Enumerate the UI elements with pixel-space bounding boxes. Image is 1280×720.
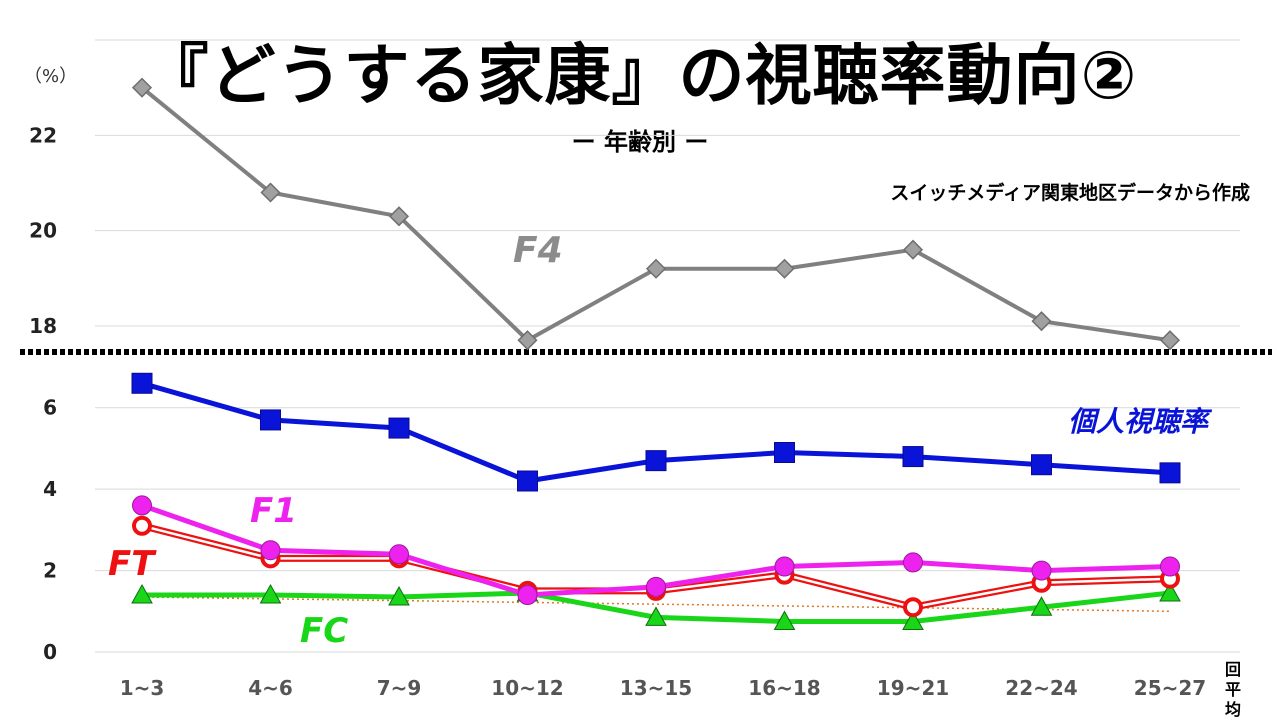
series-line-F4 bbox=[140, 86, 1171, 343]
data-point-FC bbox=[645, 606, 667, 626]
y-tick-label: 6 bbox=[43, 396, 57, 420]
data-point-FT bbox=[903, 597, 923, 618]
y-tick-label: 2 bbox=[43, 559, 57, 583]
x-axis-unit: 回 平均 bbox=[1218, 660, 1248, 720]
series-label-FC: FC bbox=[300, 611, 348, 651]
data-point-F4 bbox=[902, 239, 924, 260]
data-point-F4 bbox=[260, 182, 281, 203]
x-tick-label: 10~12 bbox=[491, 676, 563, 700]
y-tick-label: 20 bbox=[29, 219, 57, 243]
series-label-F1: F1 bbox=[250, 491, 297, 531]
data-point-個人視聴率 bbox=[1031, 454, 1052, 476]
x-axis-unit-line2: 平均 bbox=[1224, 680, 1241, 719]
y-tick-label: 0 bbox=[43, 640, 57, 664]
source-note: スイッチメディア関東地区データから作成 bbox=[890, 182, 1250, 204]
x-tick-label: 19~21 bbox=[877, 676, 949, 700]
data-point-F4 bbox=[517, 330, 538, 351]
data-point-F1 bbox=[517, 585, 538, 605]
data-point-F1 bbox=[774, 556, 795, 577]
data-point-FC bbox=[131, 583, 153, 604]
data-point-F4 bbox=[388, 206, 410, 227]
data-point-個人視聴率 bbox=[645, 450, 667, 472]
data-point-個人視聴率 bbox=[260, 409, 281, 431]
x-tick-label: 22~24 bbox=[1005, 676, 1077, 700]
data-point-個人視聴率 bbox=[902, 446, 924, 468]
x-axis-unit-line1: 回 bbox=[1224, 660, 1241, 679]
data-point-個人視聴率 bbox=[131, 372, 153, 394]
ft-trendline bbox=[141, 596, 1171, 613]
y-tick-label: 22 bbox=[29, 123, 57, 147]
data-point-F1 bbox=[1160, 556, 1180, 577]
data-point-FC bbox=[259, 583, 282, 604]
data-point-FT bbox=[132, 515, 152, 536]
data-point-F1 bbox=[389, 544, 409, 565]
data-point-F4 bbox=[1031, 311, 1052, 332]
x-tick-label: 25~27 bbox=[1134, 676, 1206, 700]
x-tick-label: 16~18 bbox=[748, 676, 820, 700]
data-point-F1 bbox=[260, 540, 281, 561]
chart-title: 『どうする家康』の視聴率動向② bbox=[142, 37, 1138, 114]
data-point-F1 bbox=[132, 495, 152, 516]
data-point-F4 bbox=[1159, 330, 1181, 351]
data-point-個人視聴率 bbox=[1159, 462, 1181, 484]
series-label-個人視聴率: 個人視聴率 bbox=[1068, 405, 1213, 438]
series-label-F4: F4 bbox=[513, 230, 563, 271]
data-point-FC bbox=[902, 610, 924, 630]
data-point-FC bbox=[1030, 596, 1053, 616]
chart-subtitle: ー 年齢別 ー bbox=[571, 128, 709, 156]
x-tick-label: 7~9 bbox=[377, 676, 422, 700]
series-label-FT: FT bbox=[108, 544, 157, 584]
x-tick-label: 4~6 bbox=[248, 676, 293, 700]
x-tick-label: 13~15 bbox=[620, 676, 692, 700]
data-point-F4 bbox=[131, 77, 153, 98]
data-point-F4 bbox=[645, 258, 667, 279]
data-point-F4 bbox=[774, 258, 795, 279]
data-point-FC bbox=[773, 610, 796, 630]
data-point-FC bbox=[1159, 581, 1181, 602]
y-tick-label: 18 bbox=[29, 314, 57, 338]
y-tick-label: 4 bbox=[43, 477, 57, 501]
data-point-FC bbox=[388, 586, 410, 606]
data-point-F1 bbox=[903, 552, 923, 573]
data-point-個人視聴率 bbox=[388, 417, 410, 439]
x-tick-label: 1~3 bbox=[120, 676, 165, 700]
y-axis-unit: （%） bbox=[24, 66, 78, 87]
data-point-個人視聴率 bbox=[517, 470, 538, 492]
data-point-F1 bbox=[646, 576, 666, 597]
data-point-個人視聴率 bbox=[774, 442, 795, 463]
data-point-F1 bbox=[1031, 560, 1052, 581]
